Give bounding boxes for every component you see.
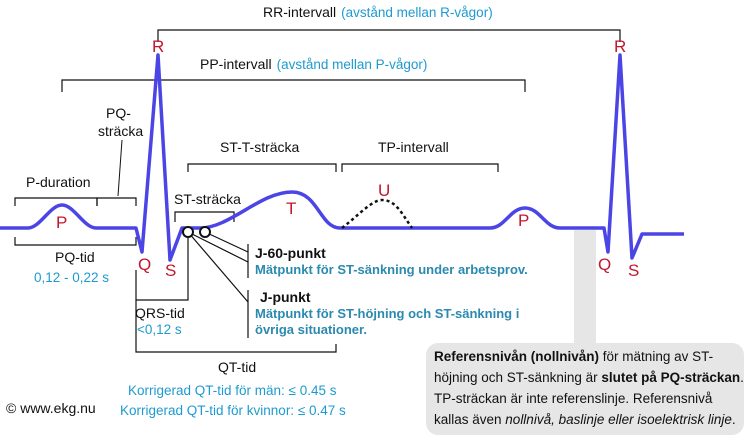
j-point-marker [182,226,194,238]
wave-r-1: R [152,37,164,56]
wave-r-2: R [614,37,626,56]
j60-desc: Mätpunkt för ST-sänkning under arbetspro… [255,262,528,277]
reference-note-text: Referensnivån (nollnivån) för mätning av… [434,349,744,427]
st-stracka-label: ST-sträcka [174,191,241,207]
svg-text:Referensnivån (nollnivån) för: Referensnivån (nollnivån) för mätning av… [434,349,713,364]
wave-p-1: P [56,213,67,232]
qrs-tid-label: QRS-tid [135,305,185,321]
interval-brackets [14,29,621,353]
pq-tid-label: PQ-tid [55,249,95,265]
st-t-label: ST-T-sträcka [220,139,300,155]
qt-men-label: Korrigerad QT-tid för män: ≤ 0.45 s [128,383,337,398]
wave-q-1: Q [138,255,151,274]
copyright: © www.ekg.nu [6,400,96,416]
qrs-tid-range: <0,12 s [137,322,182,337]
jpoint-title: J-punkt [260,289,311,305]
wave-t: T [286,199,296,218]
p-duration-label: P-duration [26,174,91,190]
pq-stracka-label-1: PQ- [106,105,131,121]
wave-p-2: P [518,211,529,230]
pp-interval-label: PP-intervall (avstånd mellan P-vågor) [200,56,427,72]
wave-q-2: Q [598,255,611,274]
wave-u: U [378,181,390,200]
jpoint-desc-2: övriga situationer. [255,322,367,337]
svg-text:höjning och ST-sänkning är slu: höjning och ST-sänkning är slutet på PQ-… [434,370,744,385]
reference-note-box [426,230,744,435]
wave-s-1: S [165,261,176,280]
jpoint-desc-1: Mätpunkt för ST-höjning och ST-sänkning … [255,306,519,321]
qt-tid-label: QT-tid [218,359,256,375]
tp-interval-label: TP-intervall [378,139,449,155]
j60-title: J-60-punkt [255,245,326,261]
pq-stracka-label-2: sträcka [98,123,143,139]
wave-s-2: S [628,261,639,280]
rr-interval-label: RR-intervall (avstånd mellan R-vågor) [263,4,493,20]
svg-text:TP-sträckan är inte referensli: TP-sträckan är inte referenslinje. Refer… [434,391,713,406]
pq-pointer-line [117,139,123,197]
j60-point-marker [199,226,211,238]
ecg-waveform [0,53,684,262]
pq-tid-range: 0,12 - 0,22 s [34,270,109,285]
qt-women-label: Korrigerad QT-tid för kvinnor: ≤ 0.47 s [120,403,346,418]
svg-text:kallas även nollnivå, baslinje: kallas även nollnivå, baslinje eller iso… [434,412,736,427]
